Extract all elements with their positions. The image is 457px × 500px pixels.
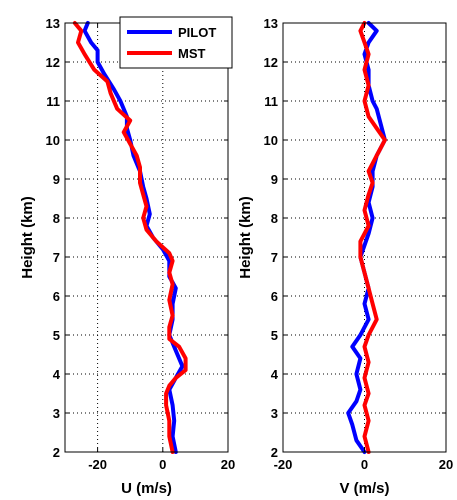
y-tick-label: 6 — [271, 289, 278, 304]
y-tick-label: 7 — [53, 250, 60, 265]
x-axis-label: U (m/s) — [121, 480, 172, 497]
x-tick-label: -20 — [274, 457, 293, 472]
y-tick-label: 4 — [53, 367, 61, 382]
y-tick-label: 5 — [53, 328, 60, 343]
y-tick-label: 12 — [46, 55, 60, 70]
y-tick-label: 11 — [46, 94, 60, 109]
legend-box — [119, 16, 233, 69]
y-tick-label: 4 — [271, 367, 279, 382]
y-tick-label: 7 — [271, 250, 278, 265]
y-tick-label: 11 — [264, 94, 278, 109]
y-tick-label: 8 — [53, 211, 60, 226]
x-tick-label: 0 — [159, 457, 166, 472]
series-line-mst — [72, 21, 188, 454]
u-wind-panel: 2 3 4 5 6 7 8 9 10 11 12 13 -20 0 20 U (m/s) Height (km)… — [19, 16, 235, 497]
y-axis-label: Height (km) — [237, 196, 254, 279]
y-tick-label: 5 — [271, 328, 278, 343]
legend-label-pilot: PILOT — [178, 25, 216, 40]
legend-label-mst: MST — [178, 46, 206, 61]
y-tick-label: 13 — [264, 16, 278, 31]
x-tick-label: 0 — [361, 457, 368, 472]
x-tick-label: 20 — [439, 457, 453, 472]
y-tick-label: 10 — [264, 133, 278, 148]
v-wind-panel: 2 3 4 5 6 7 8 9 10 11 12 13 -20 0 20 V (m/s) Height (km) — [237, 16, 453, 497]
y-tick-label: 9 — [271, 172, 278, 187]
y-tick-label: 2 — [271, 445, 278, 460]
y-tick-label: 2 — [53, 445, 60, 460]
plot-area — [65, 23, 228, 452]
y-tick-label: 9 — [53, 172, 60, 187]
legend: PILOT MST — [119, 16, 233, 69]
y-tick-label: 3 — [271, 406, 278, 421]
y-tick-label: 12 — [264, 55, 278, 70]
y-tick-label: 3 — [53, 406, 60, 421]
y-tick-label: 13 — [46, 16, 60, 31]
y-axis-label: Height (km) — [19, 196, 36, 279]
x-tick-label: -20 — [88, 457, 107, 472]
x-axis-label: V (m/s) — [339, 480, 389, 497]
y-tick-label: 8 — [271, 211, 278, 226]
series-line-mst — [358, 21, 387, 454]
y-tick-label: 6 — [53, 289, 60, 304]
y-tick-label: 10 — [46, 133, 60, 148]
x-tick-label: 20 — [221, 457, 235, 472]
